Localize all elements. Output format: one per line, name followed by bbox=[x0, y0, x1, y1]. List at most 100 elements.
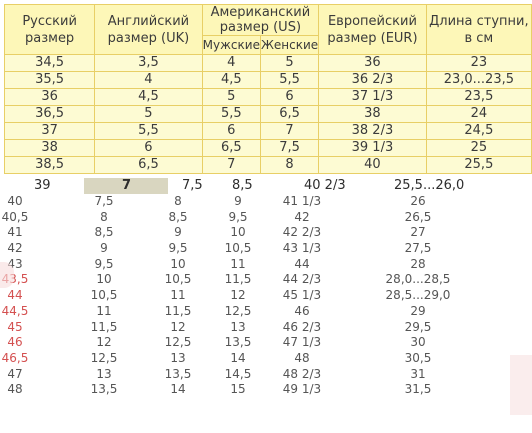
list-cell: 30 bbox=[410, 335, 426, 350]
list-cell: 12 bbox=[170, 319, 186, 334]
table-cell: 5 bbox=[201, 88, 261, 106]
table-row: 36,5 5 5,5 6,5 38 24 bbox=[3, 105, 532, 123]
table-cell: 6 bbox=[259, 88, 320, 106]
list-cell: 8,5 bbox=[168, 209, 188, 224]
table-row: 34,5 3,5 4 5 36 23 bbox=[3, 54, 532, 72]
table-cell: 5,5 bbox=[259, 71, 320, 89]
table-cell: 37 bbox=[3, 122, 96, 140]
list-cell: 47 bbox=[7, 366, 23, 381]
list-row: 47 13 13,5 14,5 48 2/3 31 bbox=[0, 367, 532, 383]
list-cell: 11 bbox=[230, 256, 246, 271]
list-cell: 30,5 bbox=[404, 350, 432, 365]
table-cell: 5 bbox=[94, 105, 203, 123]
list-cell: 10,5 bbox=[164, 272, 192, 287]
table-cell: 4 bbox=[94, 71, 203, 89]
list-cell: 8,5 bbox=[94, 225, 114, 240]
list-row: 41 8,5 9 10 42 2/3 27 bbox=[0, 225, 532, 241]
list-cell: 42 2/3 bbox=[282, 225, 322, 240]
table-cell: 7 bbox=[201, 156, 261, 174]
list-cell: 13 bbox=[170, 350, 186, 365]
table-cell: 6,5 bbox=[94, 156, 203, 174]
list-row: 46 12 12,5 13,5 47 1/3 30 bbox=[0, 335, 532, 351]
list-cell: 8 bbox=[100, 209, 108, 224]
list-cell: 44 2/3 bbox=[282, 272, 322, 287]
list-cell: 13 bbox=[230, 319, 246, 334]
list-row: 40,5 8 8,5 9,5 42 26,5 bbox=[0, 210, 532, 226]
list-cell: 29 bbox=[410, 303, 426, 318]
table-cell: 6,5 bbox=[201, 139, 261, 157]
table-cell: 24 bbox=[425, 105, 532, 123]
list-cell: 11 bbox=[96, 303, 112, 318]
list-cell: 41 1/3 bbox=[282, 194, 322, 208]
header-us: Американский размер (US) bbox=[201, 4, 320, 36]
list-row: 46,5 12,5 13 14 48 30,5 bbox=[0, 351, 532, 367]
table-cell: 36 2/3 bbox=[318, 71, 427, 89]
table-cell: 4,5 bbox=[94, 88, 203, 106]
list-cell: 8 bbox=[174, 194, 182, 208]
list-cell: 9,5 bbox=[168, 241, 188, 256]
list-cell: 49 1/3 bbox=[282, 382, 322, 397]
table-cell: 7,5 bbox=[259, 139, 320, 157]
list-cell: 7,5 bbox=[94, 194, 114, 208]
list-cell: 11,5 bbox=[90, 319, 118, 334]
list-cell: 31,5 bbox=[404, 382, 432, 397]
list-cell: 13,5 bbox=[164, 366, 192, 381]
table-row: 35,5 4 4,5 5,5 36 2/3 23,0...23,5 bbox=[3, 71, 532, 89]
header-us-women: Женские bbox=[259, 35, 320, 55]
list-cell: 26,5 bbox=[404, 209, 432, 224]
table-cell: 35,5 bbox=[3, 71, 96, 89]
list-cell: 28,5...29,0 bbox=[385, 288, 451, 303]
list-cell: 47 1/3 bbox=[282, 335, 322, 350]
table-cell: 25,5 bbox=[425, 156, 532, 174]
list-cell: 44 bbox=[294, 256, 310, 271]
list-row: 48 13,5 14 15 49 1/3 31,5 bbox=[0, 382, 532, 398]
list-cell: 10 bbox=[230, 225, 246, 240]
list-cell: 12,5 bbox=[224, 303, 252, 318]
list-cell: 28,0...28,5 bbox=[385, 272, 451, 287]
list-cell: 15 bbox=[230, 382, 246, 397]
list-cell: 9,5 bbox=[94, 256, 114, 271]
table-cell: 23,0...23,5 bbox=[425, 71, 532, 89]
row39-eur: 40 2/3 bbox=[304, 178, 346, 193]
list-cell: 28 bbox=[410, 256, 426, 271]
table-cell: 6 bbox=[94, 139, 203, 157]
table-cell: 6,5 bbox=[259, 105, 320, 123]
table-cell: 38 bbox=[318, 105, 427, 123]
list-cell: 26 bbox=[410, 194, 426, 208]
table-cell: 38,5 bbox=[3, 156, 96, 174]
list-cell: 13,5 bbox=[224, 335, 252, 350]
list-cell: 12 bbox=[230, 288, 246, 303]
table-cell: 7 bbox=[259, 122, 320, 140]
table-cell: 6 bbox=[201, 122, 261, 140]
table-cell: 5,5 bbox=[201, 105, 261, 123]
list-cell: 11,5 bbox=[164, 303, 192, 318]
list-cell: 12,5 bbox=[90, 350, 118, 365]
list-row: 43,5 10 10,5 11,5 44 2/3 28,0...28,5 bbox=[0, 272, 532, 288]
list-cell: 45 1/3 bbox=[282, 288, 322, 303]
row39-uk: 7 bbox=[122, 178, 132, 193]
list-cell: 11 bbox=[170, 288, 186, 303]
list-row: 43 9,5 10 11 44 28 bbox=[0, 257, 532, 273]
table-cell: 36 bbox=[318, 54, 427, 72]
list-cell: 46 bbox=[294, 303, 310, 318]
list-cell: 10 bbox=[96, 272, 112, 287]
list-cell: 13 bbox=[96, 366, 112, 381]
list-cell: 40,5 bbox=[1, 209, 29, 224]
list-cell: 41 bbox=[7, 225, 23, 240]
table-cell: 8 bbox=[259, 156, 320, 174]
header-eur: Европейский размер (EUR) bbox=[318, 4, 427, 55]
highlighted-cell bbox=[84, 178, 168, 194]
list-cell: 14 bbox=[230, 350, 246, 365]
list-cell: 11,5 bbox=[224, 272, 252, 287]
watermark-fragment bbox=[510, 355, 532, 415]
header-us-men: Мужские bbox=[201, 35, 261, 55]
table-cell: 36 bbox=[3, 88, 96, 106]
watermark-fragment bbox=[0, 262, 14, 288]
header-uk: Английский размер (UK) bbox=[94, 4, 203, 55]
row39-us-men: 7,5 bbox=[182, 178, 203, 193]
list-cell: 29,5 bbox=[404, 319, 432, 334]
list-cell: 12,5 bbox=[164, 335, 192, 350]
table-cell: 5,5 bbox=[94, 122, 203, 140]
list-cell: 9 bbox=[234, 194, 242, 208]
list-cell: 48 bbox=[7, 382, 23, 397]
